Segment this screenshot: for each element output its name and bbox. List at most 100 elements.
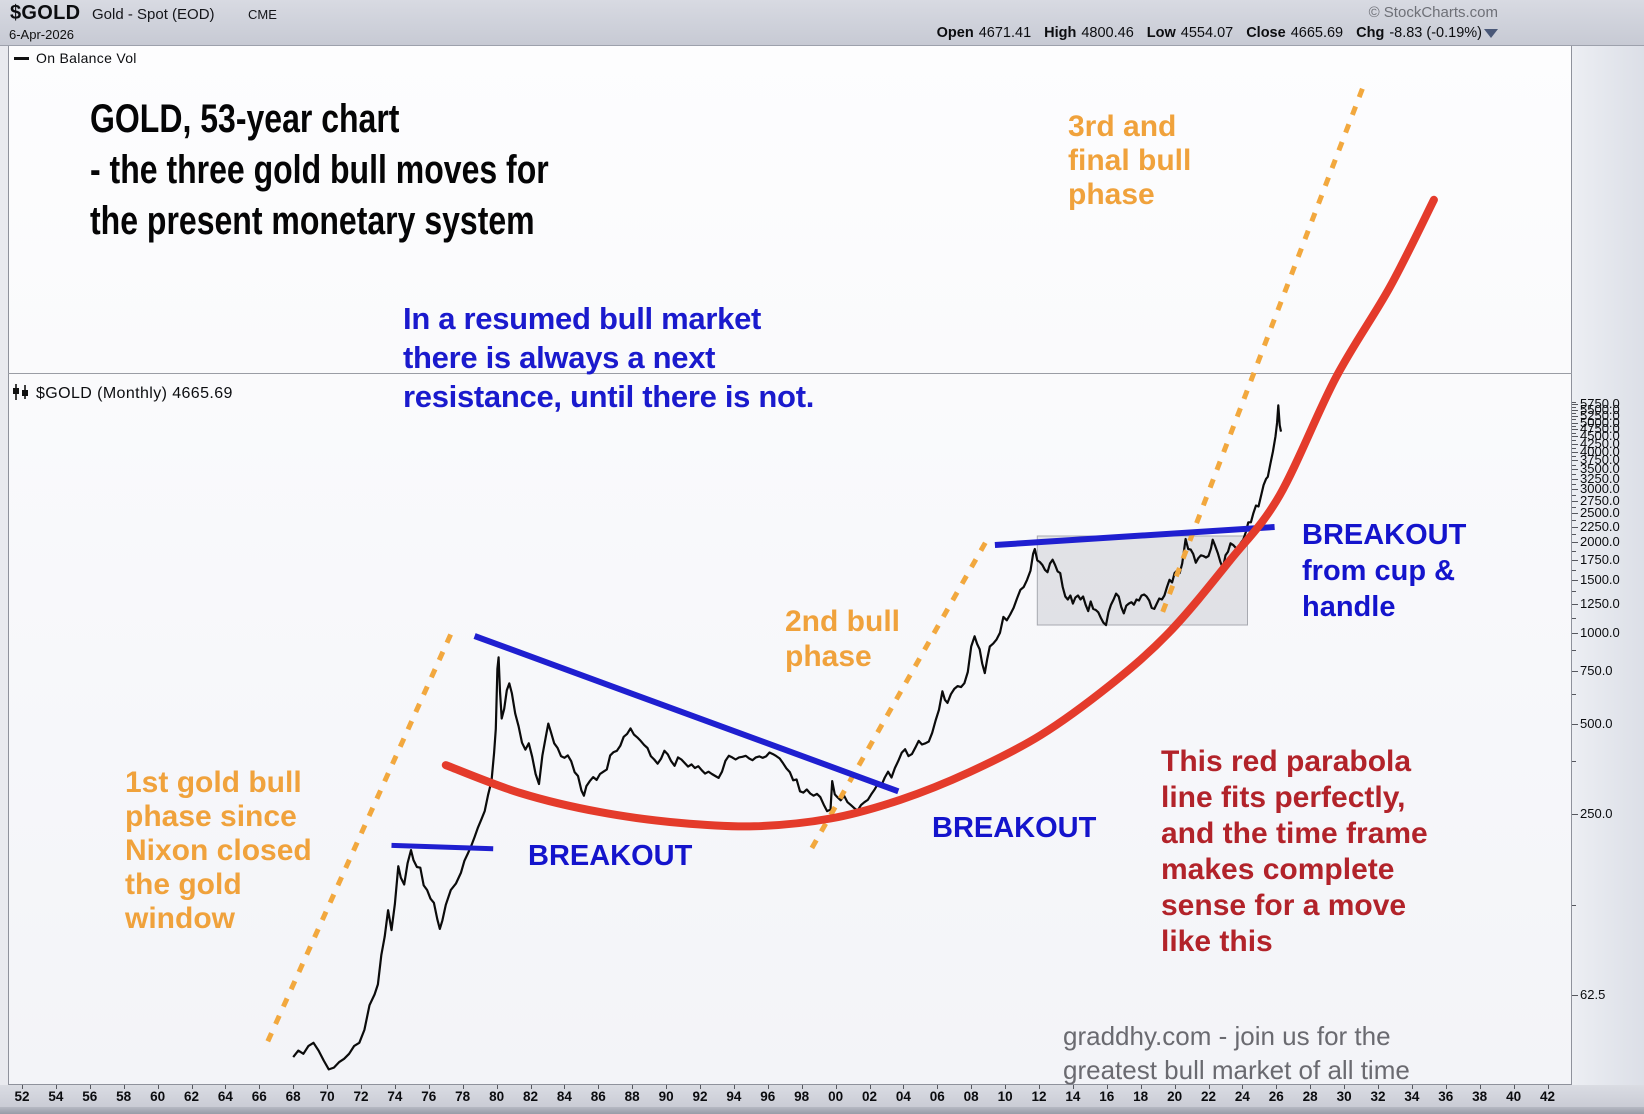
x-axis-tick	[700, 1085, 701, 1089]
x-axis-label: 78	[455, 1089, 471, 1104]
x-axis-label: 80	[489, 1089, 505, 1104]
window-bottom-edge	[0, 1107, 1644, 1114]
header-band: $GOLD Gold - Spot (EOD) CME 6-Apr-2026 ©…	[0, 0, 1644, 46]
close-label: Close	[1246, 25, 1286, 41]
breakout-cup-handle-annotation: BREAKOUT from cup & handle	[1302, 519, 1467, 623]
y-axis-label: 5500.0	[1580, 402, 1620, 418]
y-axis-tick	[1572, 404, 1578, 406]
y-axis-minor-tick	[1572, 455, 1576, 457]
x-axis-label: 72	[353, 1089, 369, 1104]
resistance-note-annotation: In a resumed bull market there is always …	[403, 301, 815, 414]
x-axis-tick	[835, 1085, 837, 1089]
y-axis-label: 5750.0	[1580, 396, 1620, 412]
change-down-arrow-icon	[1484, 29, 1498, 38]
y-axis-minor-tick	[1572, 694, 1576, 696]
y-axis-tick	[1572, 513, 1578, 515]
x-axis-label: 86	[590, 1089, 606, 1104]
x-axis-label: 98	[794, 1089, 810, 1104]
x-axis-tick	[225, 1085, 227, 1089]
x-axis-tick	[1242, 1085, 1244, 1089]
x-axis-tick	[801, 1085, 803, 1089]
y-axis-label: 4000.0	[1580, 443, 1620, 459]
symbol: $GOLD	[10, 2, 81, 24]
y-axis-label: 4750.0	[1580, 421, 1620, 437]
y-axis-tick	[1572, 526, 1578, 528]
y-axis-minor-tick	[1572, 419, 1576, 421]
x-axis-label: 92	[692, 1089, 708, 1104]
x-axis-label: 66	[251, 1089, 267, 1104]
x-axis-tick	[1208, 1085, 1210, 1089]
x-axis-label: 06	[929, 1089, 945, 1104]
red-parabola-note-annotation: This red parabola line fits perfectly, and…	[1161, 745, 1428, 958]
x-axis-tick	[937, 1085, 939, 1089]
y-axis-tick	[1572, 814, 1578, 816]
y-axis-minor-tick	[1572, 464, 1576, 466]
x-axis-tick	[496, 1085, 498, 1089]
y-axis-minor-tick	[1572, 591, 1576, 593]
y-axis-tick	[1572, 670, 1578, 672]
y-axis-label: 3250.0	[1580, 470, 1620, 486]
x-axis-label: 36	[1438, 1089, 1454, 1104]
symbol-description: Gold - Spot (EOD)	[92, 6, 215, 23]
x-axis-label: 82	[522, 1089, 539, 1104]
x-axis-tick	[1174, 1085, 1176, 1089]
x-axis-label: 90	[658, 1089, 674, 1104]
chg-label: Chg	[1356, 25, 1385, 41]
x-axis-label: 96	[760, 1089, 776, 1104]
chart-title-annotation: GOLD, 53-year chart - the three gold bull…	[90, 97, 549, 243]
x-axis-label: 00	[828, 1089, 844, 1104]
y-axis-minor-tick	[1572, 534, 1576, 536]
x-axis-tick	[903, 1085, 905, 1089]
y-axis-minor-tick	[1572, 401, 1576, 403]
close-value: 4665.69	[1290, 25, 1344, 41]
x-axis-tick	[598, 1085, 600, 1089]
x-axis-label: 12	[1031, 1089, 1047, 1104]
y-axis-minor-tick	[1572, 761, 1576, 763]
open-value: 4671.41	[978, 25, 1032, 41]
y-axis-label: 500.0	[1580, 715, 1613, 731]
x-axis-label: 02	[861, 1089, 878, 1104]
y-axis-label: 2500.0	[1580, 505, 1620, 521]
x-axis-label: 68	[285, 1089, 301, 1104]
x-axis-label: 10	[997, 1089, 1013, 1104]
x-axis-label: 42	[1539, 1089, 1556, 1104]
y-axis-label: 2250.0	[1580, 518, 1620, 534]
y-axis-tick	[1572, 478, 1578, 480]
y-axis-tick	[1572, 416, 1578, 418]
y-axis-minor-tick	[1572, 550, 1576, 552]
x-axis-tick	[1479, 1085, 1481, 1089]
x-axis-label: 62	[183, 1089, 200, 1104]
x-axis-label: 16	[1099, 1089, 1115, 1104]
chg-value: -8.83 (-0.19%)	[1389, 25, 1482, 41]
x-axis-label: 54	[48, 1089, 64, 1104]
x-axis-label: 70	[319, 1089, 335, 1104]
x-axis-label: 22	[1200, 1089, 1217, 1104]
y-axis-label: 1500.0	[1580, 571, 1620, 587]
x-axis-tick	[1310, 1085, 1312, 1089]
y-axis-tick	[1572, 995, 1578, 997]
y-axis-label: 1000.0	[1580, 625, 1620, 640]
price-legend: $GOLD (Monthly) 4665.69	[12, 384, 233, 403]
x-axis-label: 58	[116, 1089, 132, 1104]
y-axis-label: 1250.0	[1580, 595, 1620, 611]
x-axis-tick	[971, 1085, 973, 1089]
open-label: Open	[936, 25, 974, 41]
y-axis-minor-tick	[1572, 569, 1576, 571]
x-axis-tick	[767, 1085, 769, 1089]
x-axis-tick	[1344, 1085, 1346, 1089]
x-axis-label: 04	[895, 1089, 911, 1104]
x-axis-label: 08	[963, 1089, 979, 1104]
x-axis-tick	[632, 1085, 634, 1089]
x-axis-tick	[530, 1085, 532, 1089]
y-axis-label: 1750.0	[1580, 551, 1620, 567]
x-axis-tick	[462, 1085, 464, 1089]
y-axis-label: 4500.0	[1580, 428, 1620, 444]
x-axis-tick	[666, 1085, 668, 1089]
x-axis-tick	[733, 1085, 735, 1089]
y-axis-label: 3500.0	[1580, 461, 1620, 477]
breakout-2-annotation: BREAKOUT	[932, 812, 1097, 844]
low-label: Low	[1146, 25, 1176, 41]
x-axis-label: 94	[726, 1089, 742, 1104]
y-axis-minor-tick	[1572, 432, 1576, 434]
